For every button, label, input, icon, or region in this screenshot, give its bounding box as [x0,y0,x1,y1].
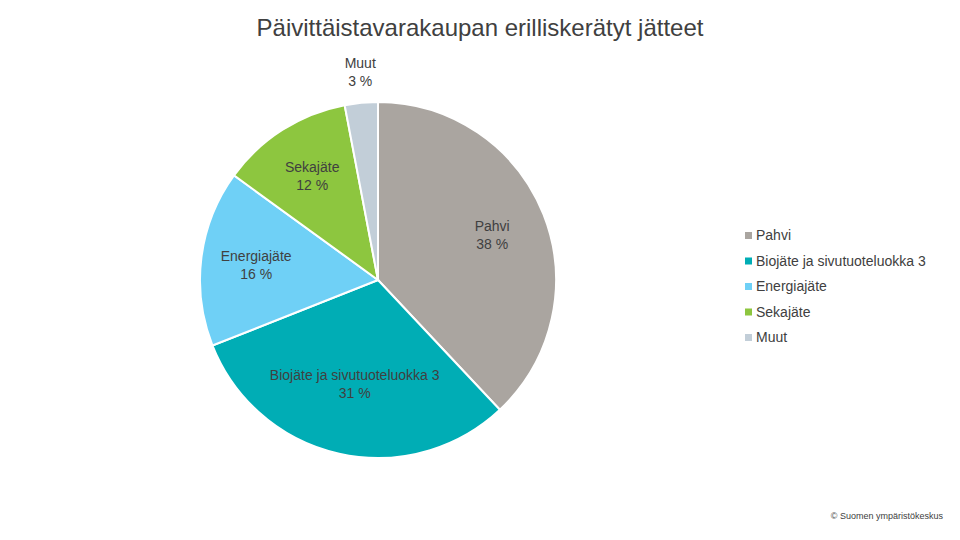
legend-label: Sekajäte [756,304,811,320]
slice-value-label: 31 % [339,385,371,401]
slice-value-label: 38 % [476,236,508,252]
legend-swatch [745,258,752,265]
slices [200,102,556,458]
pie-slice [345,102,378,280]
legend-label: Energiajäte [756,278,827,294]
slice-value-label: 12 % [296,177,328,193]
chart-container: Päivittäistavarakaupan erilliskerätyt jä… [0,0,960,540]
legend-swatch [745,232,752,239]
slice-value-label: 16 % [240,266,272,282]
legend-label: Muut [756,329,787,345]
chart-svg: Päivittäistavarakaupan erilliskerätyt jä… [0,0,960,540]
legend: Pahvi Biojäte ja sivutuoteluokka 3 Energia… [745,227,926,345]
chart-title: Päivittäistavarakaupan erilliskerätyt jä… [257,14,704,41]
slice-label: Pahvi [475,218,510,234]
legend-label: Biojäte ja sivutuoteluokka 3 [756,253,926,269]
slice-value-label: 3 % [348,73,372,89]
legend-swatch [745,334,752,341]
slice-label: Sekajäte [285,159,340,175]
source-credit: © Suomen ympäristökeskus [831,511,944,521]
legend-swatch [745,283,752,290]
slice-label: Energiajäte [221,248,292,264]
slice-label: Biojäte ja sivutuoteluokka 3 [270,367,440,383]
legend-label: Pahvi [756,227,791,243]
data-labels: Pahvi 38 % Biojäte ja sivutuoteluokka 3 31 … [221,55,510,401]
legend-swatch [745,309,752,316]
slice-label: Muut [345,55,376,71]
